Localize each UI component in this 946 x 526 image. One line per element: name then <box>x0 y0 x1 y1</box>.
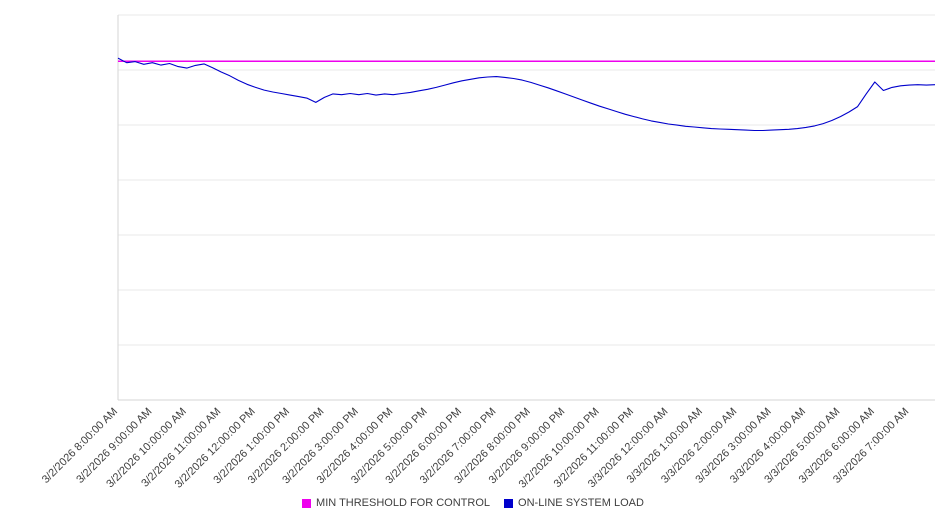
threshold-legend-label: MIN THRESHOLD FOR CONTROL <box>316 497 491 509</box>
legend-item-load: ON-LINE SYSTEM LOAD <box>504 497 644 509</box>
load-legend-label: ON-LINE SYSTEM LOAD <box>518 497 644 509</box>
legend-item-threshold: MIN THRESHOLD FOR CONTROL <box>302 497 490 509</box>
chart-legend: MIN THRESHOLD FOR CONTROL ON-LINE SYSTEM… <box>0 497 946 509</box>
load-swatch-icon <box>504 498 514 508</box>
load-series-line <box>117 57 936 132</box>
load-chart: 3/2/2026 8:00:00 AM3/2/2026 9:00:00 AM3/… <box>40 14 936 491</box>
threshold-swatch-icon <box>302 498 312 508</box>
